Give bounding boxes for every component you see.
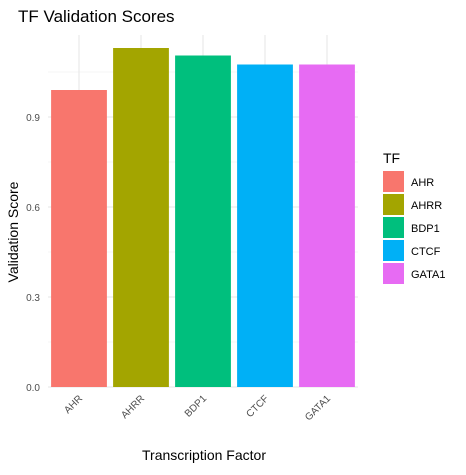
legend-title: TF — [383, 150, 400, 166]
legend-label-gata1: GATA1 — [411, 269, 445, 281]
chart-title: TF Validation Scores — [18, 7, 175, 26]
legend-swatch-ctcf — [383, 240, 404, 261]
y-axis-title: Validation Score — [5, 181, 21, 282]
legend-label-ahrr: AHRR — [411, 200, 442, 212]
x-tick-label: CTCF — [244, 393, 271, 420]
x-tick-label: AHR — [62, 393, 85, 416]
y-tick-label: 0.0 — [26, 383, 40, 394]
legend: TF AHR AHRR BDP1 CTCF GATA1 — [383, 150, 445, 284]
bar-bdp1 — [175, 55, 231, 387]
x-axis: AHR AHRR BDP1 CTCF GATA1 — [62, 393, 333, 423]
legend-label-bdp1: BDP1 — [411, 223, 440, 235]
x-tick-label: GATA1 — [303, 393, 333, 423]
legend-label-ahr: AHR — [411, 177, 434, 189]
legend-items: AHR AHRR BDP1 CTCF GATA1 — [383, 171, 445, 284]
bar-gata1 — [299, 64, 355, 387]
y-tick-label: 0.9 — [26, 113, 40, 124]
bar-ahrr — [113, 48, 169, 387]
bars-layer — [51, 48, 355, 387]
bar-ctcf — [237, 64, 293, 387]
legend-swatch-ahrr — [383, 194, 404, 215]
x-tick-label: BDP1 — [183, 393, 210, 420]
x-axis-title: Transcription Factor — [142, 447, 266, 463]
y-axis: 0.0 0.3 0.6 0.9 — [26, 113, 40, 394]
x-tick-label: AHRR — [119, 393, 147, 421]
y-tick-label: 0.3 — [26, 293, 40, 304]
legend-label-ctcf: CTCF — [411, 246, 441, 258]
y-tick-label: 0.6 — [26, 203, 40, 214]
bar-ahr — [51, 90, 107, 387]
legend-swatch-bdp1 — [383, 217, 404, 238]
legend-swatch-gata1 — [383, 263, 404, 284]
legend-swatch-ahr — [383, 171, 404, 192]
